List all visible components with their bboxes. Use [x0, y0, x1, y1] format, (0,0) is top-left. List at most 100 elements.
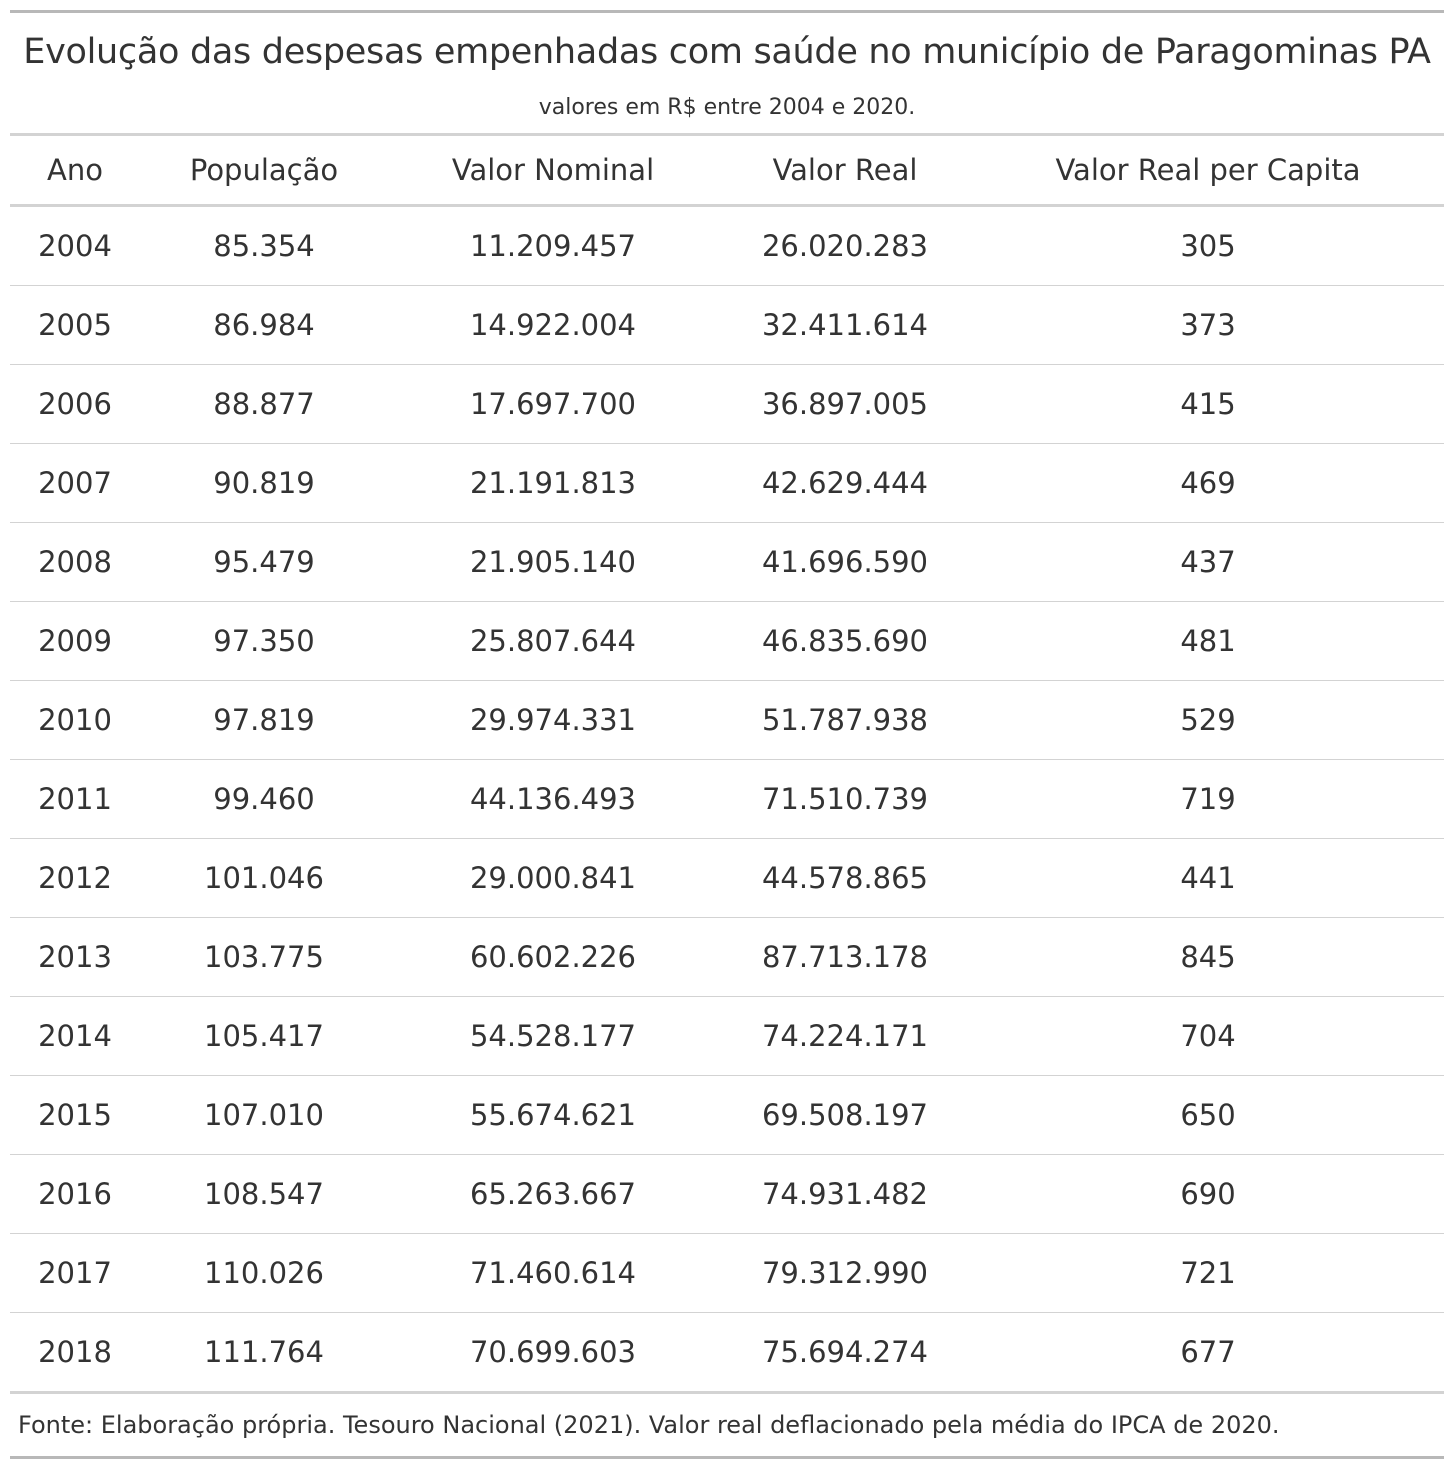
cell-valor-real-per-capita: 690	[972, 1154, 1444, 1234]
table-container: Evolução das despesas empenhadas com saú…	[10, 10, 1444, 1459]
table-body: 2004 85.354 11.209.457 26.020.283 305 2005 86.…	[10, 205, 1444, 1394]
cell-valor-nominal: 54.528.177	[388, 996, 718, 1076]
cell-ano: 2007	[10, 443, 140, 523]
cell-valor-real: 71.510.739	[718, 759, 972, 839]
column-header-valor-nominal: Valor Nominal	[388, 136, 718, 207]
table-row: 2016 108.547 65.263.667 74.931.482 690	[10, 1154, 1444, 1234]
bottom-rule	[10, 1456, 1444, 1459]
cell-populacao: 97.819	[140, 680, 388, 760]
cell-valor-nominal: 17.697.700	[388, 364, 718, 444]
cell-ano: 2014	[10, 996, 140, 1076]
table-subtitle: valores em R$ entre 2004 e 2020.	[538, 95, 916, 120]
cell-populacao: 101.046	[140, 838, 388, 918]
table-row: 2007 90.819 21.191.813 42.629.444 469	[10, 443, 1444, 523]
cell-populacao: 85.354	[140, 205, 388, 286]
cell-ano: 2005	[10, 285, 140, 365]
source-note: Fonte: Elaboração própria. Tesouro Nacio…	[18, 1411, 1280, 1439]
column-header-valor-real: Valor Real	[718, 136, 972, 207]
cell-valor-real-per-capita: 677	[972, 1312, 1444, 1394]
cell-valor-real-per-capita: 529	[972, 680, 1444, 760]
cell-valor-real-per-capita: 650	[972, 1075, 1444, 1155]
cell-valor-nominal: 11.209.457	[388, 205, 718, 286]
column-header-valor-real-per-capita: Valor Real per Capita	[972, 136, 1444, 207]
cell-valor-real: 41.696.590	[718, 522, 972, 602]
cell-valor-nominal: 44.136.493	[388, 759, 718, 839]
cell-valor-real-per-capita: 415	[972, 364, 1444, 444]
header-rule	[10, 133, 1444, 136]
cell-valor-real-per-capita: 305	[972, 205, 1444, 286]
cell-valor-real-per-capita: 441	[972, 838, 1444, 918]
cell-valor-real-per-capita: 845	[972, 917, 1444, 997]
cell-valor-real: 51.787.938	[718, 680, 972, 760]
cell-valor-real-per-capita: 469	[972, 443, 1444, 523]
table-row: 2017 110.026 71.460.614 79.312.990 721	[10, 1233, 1444, 1313]
cell-valor-nominal: 29.974.331	[388, 680, 718, 760]
cell-valor-nominal: 55.674.621	[388, 1075, 718, 1155]
cell-valor-nominal: 65.263.667	[388, 1154, 718, 1234]
cell-ano: 2010	[10, 680, 140, 760]
table-row: 2006 88.877 17.697.700 36.897.005 415	[10, 364, 1444, 444]
cell-valor-real: 79.312.990	[718, 1233, 972, 1313]
cell-ano: 2017	[10, 1233, 140, 1313]
cell-populacao: 107.010	[140, 1075, 388, 1155]
cell-valor-nominal: 25.807.644	[388, 601, 718, 681]
cell-populacao: 97.350	[140, 601, 388, 681]
cell-populacao: 99.460	[140, 759, 388, 839]
cell-valor-real-per-capita: 704	[972, 996, 1444, 1076]
table-row: 2004 85.354 11.209.457 26.020.283 305	[10, 205, 1444, 286]
table-row: 2010 97.819 29.974.331 51.787.938 529	[10, 680, 1444, 760]
table-row: 2015 107.010 55.674.621 69.508.197 650	[10, 1075, 1444, 1155]
table-row: 2012 101.046 29.000.841 44.578.865 441	[10, 838, 1444, 918]
cell-valor-real: 87.713.178	[718, 917, 972, 997]
cell-valor-nominal: 71.460.614	[388, 1233, 718, 1313]
cell-valor-real: 42.629.444	[718, 443, 972, 523]
top-rule	[10, 10, 1444, 13]
cell-valor-real: 32.411.614	[718, 285, 972, 365]
cell-valor-real-per-capita: 373	[972, 285, 1444, 365]
cell-valor-real-per-capita: 719	[972, 759, 1444, 839]
cell-ano: 2011	[10, 759, 140, 839]
cell-populacao: 105.417	[140, 996, 388, 1076]
cell-valor-real-per-capita: 481	[972, 601, 1444, 681]
table-row: 2014 105.417 54.528.177 74.224.171 704	[10, 996, 1444, 1076]
cell-valor-nominal: 14.922.004	[388, 285, 718, 365]
cell-ano: 2015	[10, 1075, 140, 1155]
cell-valor-real-per-capita: 437	[972, 522, 1444, 602]
cell-valor-real: 69.508.197	[718, 1075, 972, 1155]
cell-valor-real: 74.224.171	[718, 996, 972, 1076]
cell-populacao: 108.547	[140, 1154, 388, 1234]
cell-ano: 2004	[10, 205, 140, 286]
cell-valor-real: 44.578.865	[718, 838, 972, 918]
cell-valor-real-per-capita: 721	[972, 1233, 1444, 1313]
cell-populacao: 88.877	[140, 364, 388, 444]
cell-ano: 2018	[10, 1312, 140, 1394]
cell-valor-nominal: 70.699.603	[388, 1312, 718, 1394]
cell-valor-nominal: 21.905.140	[388, 522, 718, 602]
cell-ano: 2016	[10, 1154, 140, 1234]
cell-populacao: 95.479	[140, 522, 388, 602]
cell-ano: 2013	[10, 917, 140, 997]
cell-valor-nominal: 60.602.226	[388, 917, 718, 997]
table-row: 2009 97.350 25.807.644 46.835.690 481	[10, 601, 1444, 681]
cell-populacao: 103.775	[140, 917, 388, 997]
header-row: Ano População Valor Nominal Valor Real V…	[10, 136, 1444, 207]
cell-valor-nominal: 21.191.813	[388, 443, 718, 523]
cell-valor-real: 74.931.482	[718, 1154, 972, 1234]
table-title: Evolução das despesas empenhadas com saú…	[23, 32, 1431, 72]
column-header-populacao: População	[140, 136, 388, 207]
cell-valor-real: 46.835.690	[718, 601, 972, 681]
table-row: 2011 99.460 44.136.493 71.510.739 719	[10, 759, 1444, 839]
cell-populacao: 111.764	[140, 1312, 388, 1394]
cell-populacao: 90.819	[140, 443, 388, 523]
cell-ano: 2009	[10, 601, 140, 681]
cell-valor-real: 36.897.005	[718, 364, 972, 444]
cell-populacao: 86.984	[140, 285, 388, 365]
cell-ano: 2012	[10, 838, 140, 918]
table-row: 2013 103.775 60.602.226 87.713.178 845	[10, 917, 1444, 997]
table-row: 2005 86.984 14.922.004 32.411.614 373	[10, 285, 1444, 365]
column-header-ano: Ano	[10, 136, 140, 207]
cell-ano: 2008	[10, 522, 140, 602]
cell-valor-real: 75.694.274	[718, 1312, 972, 1394]
table-row: 2008 95.479 21.905.140 41.696.590 437	[10, 522, 1444, 602]
table-row: 2018 111.764 70.699.603 75.694.274 677	[10, 1312, 1444, 1394]
